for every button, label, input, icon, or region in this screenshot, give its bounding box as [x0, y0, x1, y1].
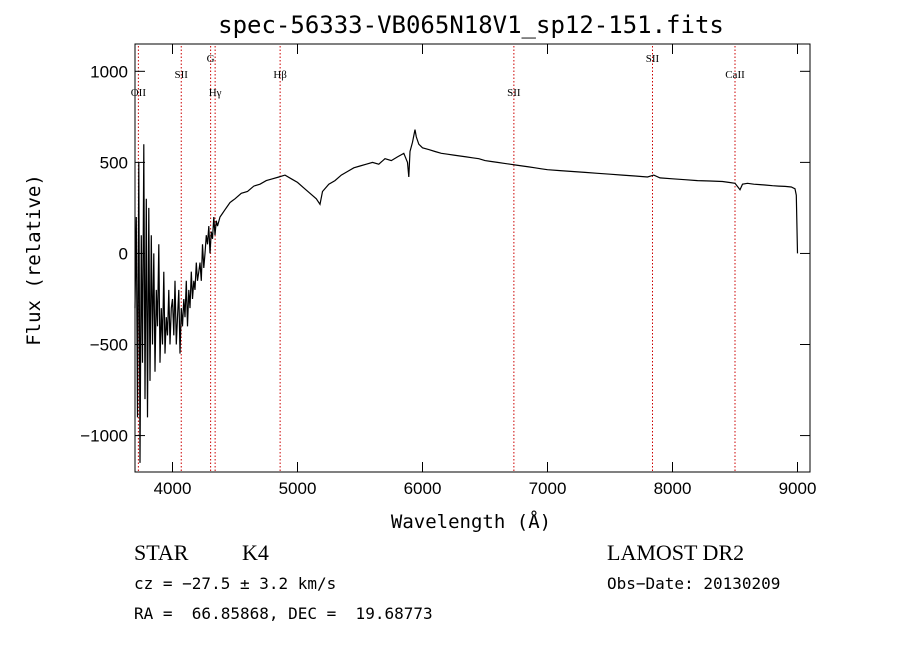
spectral-subclass: K4 — [242, 540, 269, 565]
x-tick-label-2: 6000 — [404, 479, 442, 498]
x-axis-ticks: 4000 5000 6000 7000 8000 9000 — [154, 44, 817, 498]
spectrum-line — [134, 129, 799, 463]
marker-label-2: G — [207, 53, 215, 65]
y-tick-label-3: 500 — [100, 153, 128, 172]
survey-label: LAMOST DR2 — [607, 540, 744, 565]
x-tick-label-4: 8000 — [654, 479, 692, 498]
y-tick-label-2: 0 — [119, 244, 128, 263]
x-tick-label-1: 5000 — [279, 479, 317, 498]
y-axis-ticks: −1000 −500 0 500 1000 — [80, 62, 810, 446]
plot-frame — [134, 43, 811, 473]
y-tick-label-0: −1000 — [80, 427, 128, 446]
marker-label-5: SII — [507, 87, 521, 99]
observation-date: Obs−Date: 20130209 — [607, 574, 780, 593]
y-axis-label: Flux (relative) — [23, 174, 45, 346]
marker-label-3: Hγ — [209, 87, 222, 99]
marker-label-1: SII — [175, 69, 189, 81]
marker-label-0: OII — [131, 87, 147, 99]
redshift-info: cz = −27.5 ± 3.2 km/s — [134, 574, 336, 593]
marker-label-4: Hβ — [273, 69, 287, 81]
spectral-line-markers: OII SII G Hγ Hβ SII SII CaII — [131, 46, 745, 472]
y-tick-label-1: −500 — [90, 336, 128, 355]
x-tick-label-0: 4000 — [154, 479, 192, 498]
chart-title: spec-56333-VB065N18V1_sp12-151.fits — [218, 11, 724, 39]
spectrum-series — [134, 129, 799, 463]
marker-label-7: CaII — [725, 69, 745, 81]
x-tick-label-5: 9000 — [779, 479, 817, 498]
coordinates-info: RA = 66.85868, DEC = 19.68773 — [134, 604, 433, 623]
x-tick-label-3: 7000 — [529, 479, 567, 498]
marker-label-6: SII — [646, 53, 660, 65]
y-tick-label-4: 1000 — [90, 62, 128, 81]
x-axis-label: Wavelength (Å) — [391, 510, 551, 533]
spectral-class-label: STAR — [134, 540, 189, 565]
